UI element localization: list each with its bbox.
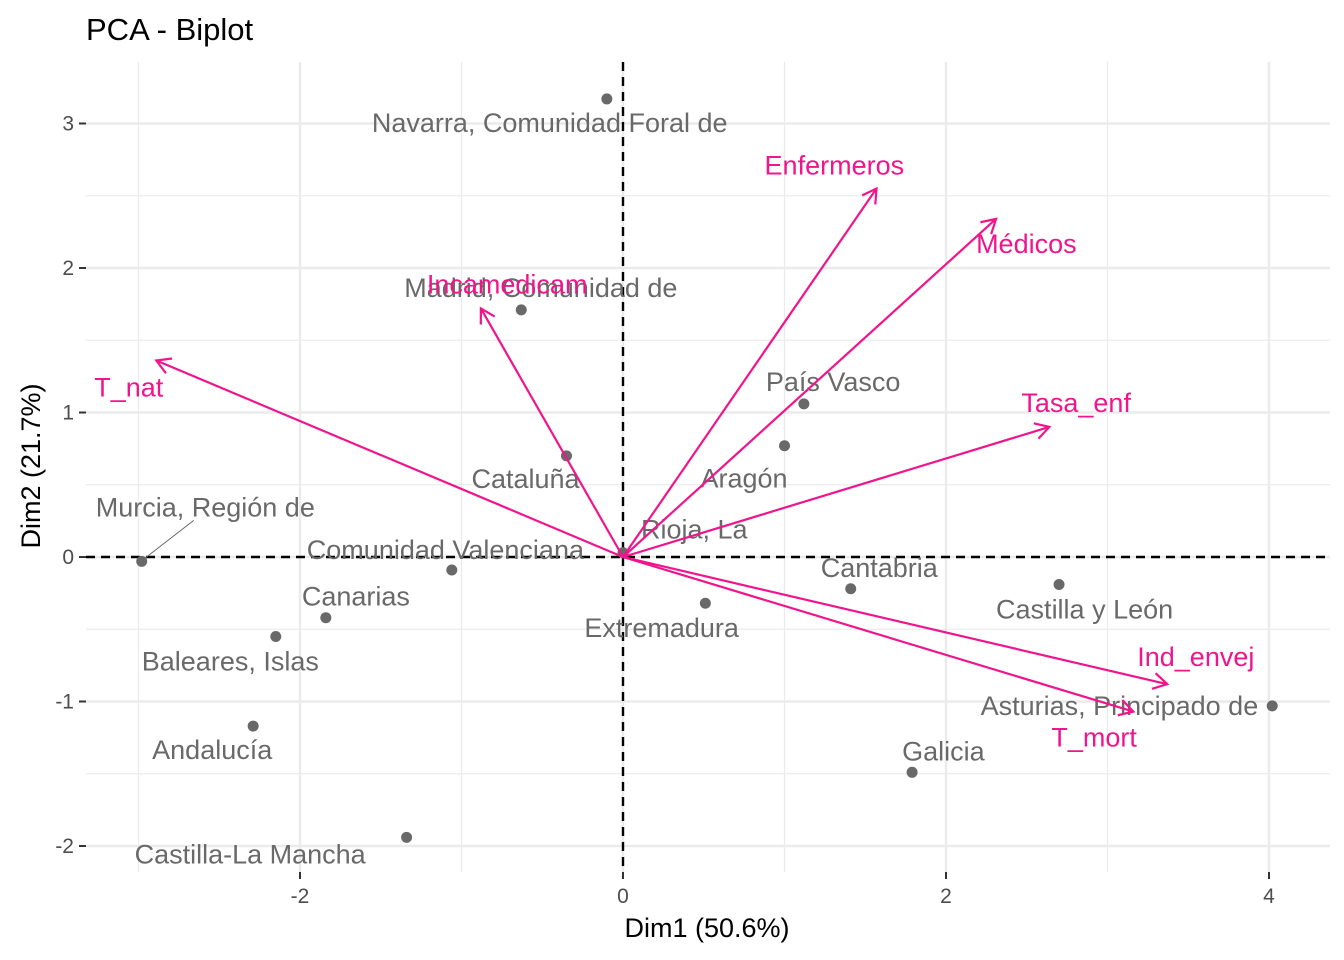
individual-point — [136, 555, 148, 567]
individual-point — [1266, 700, 1278, 712]
individual-label: Baleares, Islas — [142, 646, 319, 676]
individual-label: Asturias, Principado de — [981, 691, 1259, 721]
individual-label: Comunidad Valenciana — [307, 535, 585, 565]
variable-label: T_mort — [1051, 723, 1137, 753]
individual-label: Cataluña — [471, 464, 580, 494]
individual-point — [515, 304, 527, 316]
individual-point — [401, 831, 413, 843]
variable-arrowhead — [479, 306, 496, 325]
y-axis: -2 -1 0 1 2 3 — [55, 113, 86, 858]
x-axis: -2 0 2 4 — [291, 872, 1275, 908]
y-tick-label: 1 — [62, 402, 74, 425]
chart-title: PCA - Biplot — [86, 12, 254, 47]
variable-arrowhead — [1117, 699, 1136, 717]
variable-label: Tasa_enf — [1021, 388, 1131, 418]
individual-point — [1053, 578, 1065, 590]
individual-point — [779, 440, 790, 452]
individual-point — [247, 720, 259, 732]
individual-points — [136, 93, 1278, 843]
variable-label: T_nat — [94, 372, 164, 402]
variable-label: Enfermeros — [765, 151, 905, 181]
individual-label: Andalucía — [152, 735, 273, 765]
individual-point — [699, 597, 711, 609]
variable-label: Ind_envej — [1137, 642, 1254, 672]
x-tick-label: 2 — [940, 885, 952, 908]
y-tick-label: 3 — [62, 113, 74, 136]
x-tick-label: 4 — [1263, 885, 1275, 908]
individual-label: Madrid, Comunidad de — [404, 273, 677, 303]
variable-arrow — [155, 359, 624, 559]
individual-label: Castilla y León — [996, 594, 1173, 624]
individual-label: Navarra, Comunidad Foral de — [372, 108, 728, 138]
individual-label: Cantabria — [821, 553, 939, 583]
individual-label: Aragón — [701, 464, 788, 494]
individual-labels: Navarra, Comunidad Foral de Madrid, Comun… — [96, 108, 1259, 869]
variable-arrow — [622, 555, 1168, 686]
variable-arrowhead — [980, 217, 998, 235]
variable-arrow — [622, 187, 878, 558]
individual-label: Murcia, Región de — [96, 492, 315, 522]
variable-label: Médicos — [976, 229, 1077, 259]
individual-label: Galicia — [902, 736, 986, 766]
variable-label: Incamedicam — [427, 269, 588, 299]
variable-arrows — [154, 186, 1170, 717]
individual-point — [798, 398, 810, 410]
individual-point — [320, 612, 332, 624]
individual-point — [270, 630, 282, 642]
variable-arrow — [622, 218, 997, 558]
label-connectors — [144, 519, 195, 559]
y-tick-label: -1 — [55, 691, 74, 714]
variable-arrowhead — [1151, 672, 1170, 690]
x-tick-label: -2 — [291, 885, 310, 908]
y-tick-label: 0 — [62, 546, 74, 569]
individual-point — [601, 93, 613, 105]
reference-lines — [86, 62, 1330, 872]
individual-label: Rioja, La — [641, 515, 749, 545]
variable-labels: Enfermeros Médicos Incamedicam T_nat Tasa_en… — [94, 151, 1254, 753]
y-axis-title: Dim2 (21.7%) — [16, 383, 46, 548]
variable-arrow — [479, 307, 624, 558]
variable-arrowhead — [861, 186, 878, 205]
individual-point — [446, 564, 458, 576]
individual-label: Castilla-La Mancha — [135, 839, 367, 869]
individual-label: Canarias — [302, 582, 410, 612]
individual-label: País Vasco — [766, 367, 901, 397]
variable-arrow — [622, 425, 1050, 559]
x-axis-title: Dim1 (50.6%) — [624, 913, 789, 943]
x-tick-label: 0 — [617, 885, 629, 908]
individual-point — [845, 583, 857, 595]
y-tick-label: 2 — [62, 257, 74, 280]
label-connector — [144, 519, 195, 559]
individual-point — [906, 766, 918, 778]
variable-arrowhead — [154, 357, 173, 374]
variable-arrow — [622, 555, 1134, 713]
variable-arrowhead — [1033, 422, 1052, 440]
individual-label: Extremadura — [584, 613, 740, 643]
y-tick-label: -2 — [55, 835, 74, 858]
